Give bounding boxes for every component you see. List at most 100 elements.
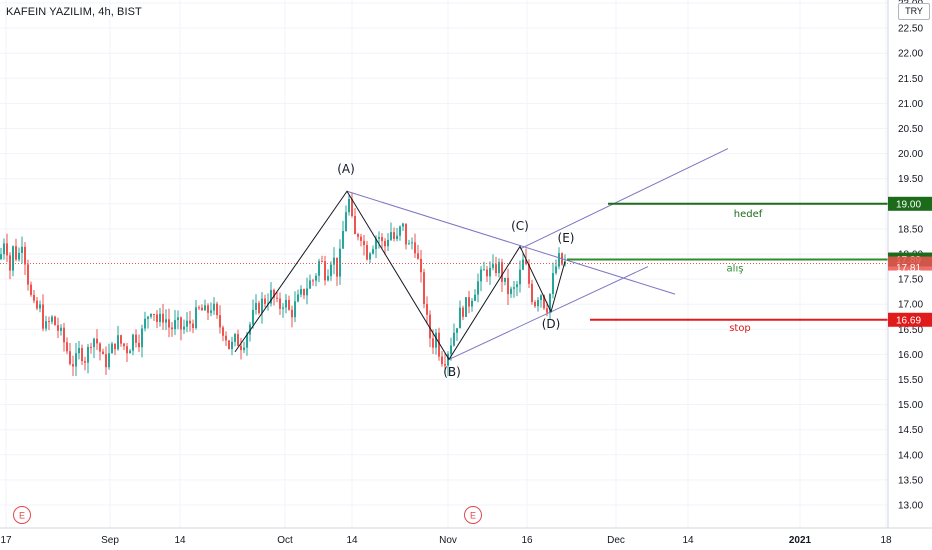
candle-body xyxy=(27,264,29,285)
candle-body xyxy=(519,269,521,285)
candle-body xyxy=(279,298,281,309)
candle-body xyxy=(192,323,194,328)
candle-body xyxy=(543,295,545,309)
candle-body xyxy=(99,343,101,352)
candle-body xyxy=(441,356,443,365)
level-label: alış xyxy=(727,264,744,275)
candle-body xyxy=(264,298,266,304)
candle-body xyxy=(204,305,206,311)
candle-body xyxy=(453,332,455,346)
price-tick-label: 17.00 xyxy=(898,300,923,311)
price-tick-label: 20.50 xyxy=(898,124,923,135)
currency-label[interactable]: TRY xyxy=(898,3,930,20)
candle-body xyxy=(0,254,2,260)
candle-body xyxy=(402,223,404,227)
candle-body xyxy=(549,293,551,313)
candle-body xyxy=(6,243,8,256)
level-label: stop xyxy=(729,323,751,334)
candle-body xyxy=(303,289,305,296)
candle-body xyxy=(84,361,86,363)
symbol-title[interactable]: KAFEIN YAZILIM, 4h, BIST xyxy=(6,6,142,18)
candle-body xyxy=(513,287,515,289)
time-tick-label: Dec xyxy=(607,535,625,546)
candle-body xyxy=(312,280,314,282)
candle-body xyxy=(159,313,161,322)
candle-body xyxy=(219,315,221,328)
candle-body xyxy=(12,246,14,271)
candle-body xyxy=(285,299,287,308)
candle-body xyxy=(138,342,140,348)
candle-body xyxy=(525,259,527,265)
candle-body xyxy=(447,353,449,366)
candle-body xyxy=(558,253,560,267)
candle-body xyxy=(351,198,353,216)
candle-body xyxy=(522,259,524,270)
price-tag-label: 16.69 xyxy=(896,315,921,326)
candle-body xyxy=(306,288,308,296)
candle-body xyxy=(393,232,395,240)
candle-body xyxy=(105,354,107,368)
price-tag-bg xyxy=(888,196,932,211)
candle-body xyxy=(444,364,446,366)
candle-body xyxy=(537,300,539,307)
candle-body xyxy=(33,294,35,301)
candle-body xyxy=(372,249,374,254)
candle-body xyxy=(3,243,5,255)
candle-body xyxy=(495,264,497,274)
candle-body xyxy=(108,353,110,368)
candle-body xyxy=(144,318,146,329)
candle-body xyxy=(456,328,458,333)
candle-body xyxy=(411,242,413,244)
price-axis[interactable]: 23.0022.5022.0021.5021.0020.5020.0019.50… xyxy=(887,0,932,528)
candle-body xyxy=(420,258,422,273)
candle-body xyxy=(177,317,179,321)
candle-body xyxy=(438,332,440,357)
candle-body xyxy=(255,303,257,310)
candle-body xyxy=(48,321,50,323)
candle-body xyxy=(237,333,239,346)
candle-body xyxy=(201,307,203,311)
level-label: hedef xyxy=(734,209,763,220)
candle-body xyxy=(405,223,407,245)
candle-body xyxy=(375,238,377,250)
time-tick-label: Sep xyxy=(101,535,119,546)
candle-body xyxy=(96,338,98,344)
event-marker xyxy=(464,506,482,524)
candle-body xyxy=(69,351,71,365)
wave-label: (A) xyxy=(337,162,355,176)
candle-body xyxy=(414,242,416,254)
candle-body xyxy=(93,338,95,348)
candle-body xyxy=(477,281,479,295)
time-tick-label: 14 xyxy=(682,535,694,546)
time-axis[interactable]: 17 Sep 14 Oct 14 Nov 16 Dec 14 2021 18 xyxy=(0,527,932,546)
price-tick-label: 13.50 xyxy=(898,475,923,486)
candle-body xyxy=(399,226,401,236)
candle-body xyxy=(282,307,284,309)
candle-body xyxy=(270,289,272,304)
candle-body xyxy=(516,284,518,288)
candle-body xyxy=(90,346,92,348)
price-tick-label: 21.00 xyxy=(898,99,923,110)
event-marker-label: E xyxy=(470,511,476,521)
candle-body xyxy=(450,345,452,354)
candle-body xyxy=(198,307,200,309)
candle-body xyxy=(432,338,434,348)
triangle-upper-line xyxy=(346,190,676,295)
time-tick-label: 14 xyxy=(346,535,358,546)
candle-body xyxy=(141,328,143,348)
price-tick-label: 16.00 xyxy=(898,350,923,361)
candle-body xyxy=(120,335,122,344)
candle-body xyxy=(246,334,248,348)
candle-body xyxy=(324,261,326,281)
candle-body xyxy=(210,310,212,313)
candle-body xyxy=(501,262,503,282)
candle-body xyxy=(360,236,362,241)
candle-body xyxy=(132,334,134,351)
candle-body xyxy=(231,341,233,350)
candle-body xyxy=(381,237,383,241)
candle-body xyxy=(51,316,53,322)
candle-body xyxy=(534,302,536,307)
candle-body xyxy=(45,321,47,329)
price-tag-label: 19.00 xyxy=(896,199,921,210)
